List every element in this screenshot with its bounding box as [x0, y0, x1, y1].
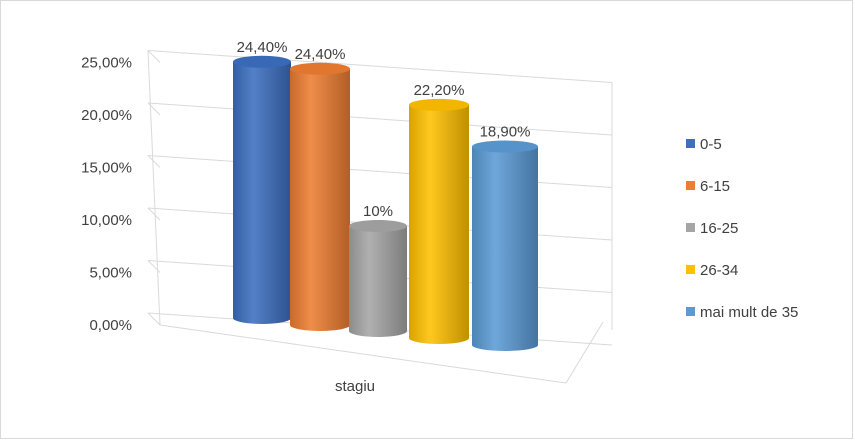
x-axis-title: stagiu — [335, 378, 375, 395]
legend-label: 26-34 — [700, 262, 738, 279]
y-tick-label: 20,00% — [81, 107, 132, 124]
legend-label: 6-15 — [700, 178, 730, 195]
legend-item: 16-25 — [686, 220, 738, 237]
bar-0-5 — [233, 55, 291, 325]
floor-front-edge — [159, 324, 567, 384]
bars — [233, 55, 538, 351]
y-tick-label: 15,00% — [81, 160, 132, 177]
y-tick-label: 10,00% — [81, 212, 132, 229]
grid-depth-line — [147, 155, 161, 168]
left-wall-edge — [147, 50, 161, 326]
y-tick-label: 0,00% — [89, 317, 132, 334]
legend-label: 0-5 — [700, 136, 722, 153]
bar-top — [472, 140, 538, 153]
legend-swatch — [686, 223, 695, 232]
data-label: 24,40% — [295, 46, 346, 63]
legend-item: mai mult de 35 — [686, 304, 798, 321]
bar-top — [290, 62, 350, 75]
bar-6-15 — [290, 62, 350, 332]
grid-depth-line — [147, 50, 161, 63]
legend-swatch — [686, 139, 695, 148]
legend-item: 26-34 — [686, 262, 738, 279]
bar-mai-mult-de-35 — [472, 140, 538, 351]
gridline — [147, 155, 613, 188]
bar-body — [472, 146, 538, 351]
y-tick-label: 5,00% — [89, 265, 132, 282]
grid-depth-line — [147, 312, 161, 326]
grid-depth-line — [147, 102, 161, 116]
legend-swatch — [686, 181, 695, 190]
bar-top — [409, 98, 469, 111]
bar-body — [233, 61, 291, 325]
floor-right-edge — [565, 321, 604, 384]
bar-body — [290, 68, 350, 332]
bar-16-25 — [349, 220, 407, 337]
bar-body — [349, 226, 407, 337]
bar-body — [409, 104, 469, 345]
data-label: 10% — [363, 203, 393, 220]
gridline — [147, 102, 613, 136]
chart-walls — [147, 50, 613, 384]
legend-swatch — [686, 265, 695, 274]
legend: 0-5 6-15 16-25 26-34 mai mult de 35 — [686, 136, 798, 321]
y-axis-ticks: 0,00% 5,00% 10,00% 15,00% 20,00% 25,00% — [81, 55, 132, 335]
grid-depth-line — [147, 207, 161, 221]
bar-top — [349, 220, 407, 232]
gridline — [147, 50, 613, 83]
data-labels: 24,40% 24,40% 10% 22,20% 18,90% — [237, 39, 531, 220]
data-label: 18,90% — [480, 124, 531, 141]
bar-26-34 — [409, 98, 469, 345]
legend-label: 16-25 — [700, 220, 738, 237]
data-label: 22,20% — [414, 82, 465, 99]
data-label: 24,40% — [237, 39, 288, 56]
y-tick-label: 25,00% — [81, 55, 132, 72]
legend-item: 0-5 — [686, 136, 722, 153]
bar-top — [233, 55, 291, 68]
legend-label: mai mult de 35 — [700, 304, 798, 321]
grid-depth-line — [147, 260, 161, 273]
legend-swatch — [686, 307, 695, 316]
legend-item: 6-15 — [686, 178, 730, 195]
